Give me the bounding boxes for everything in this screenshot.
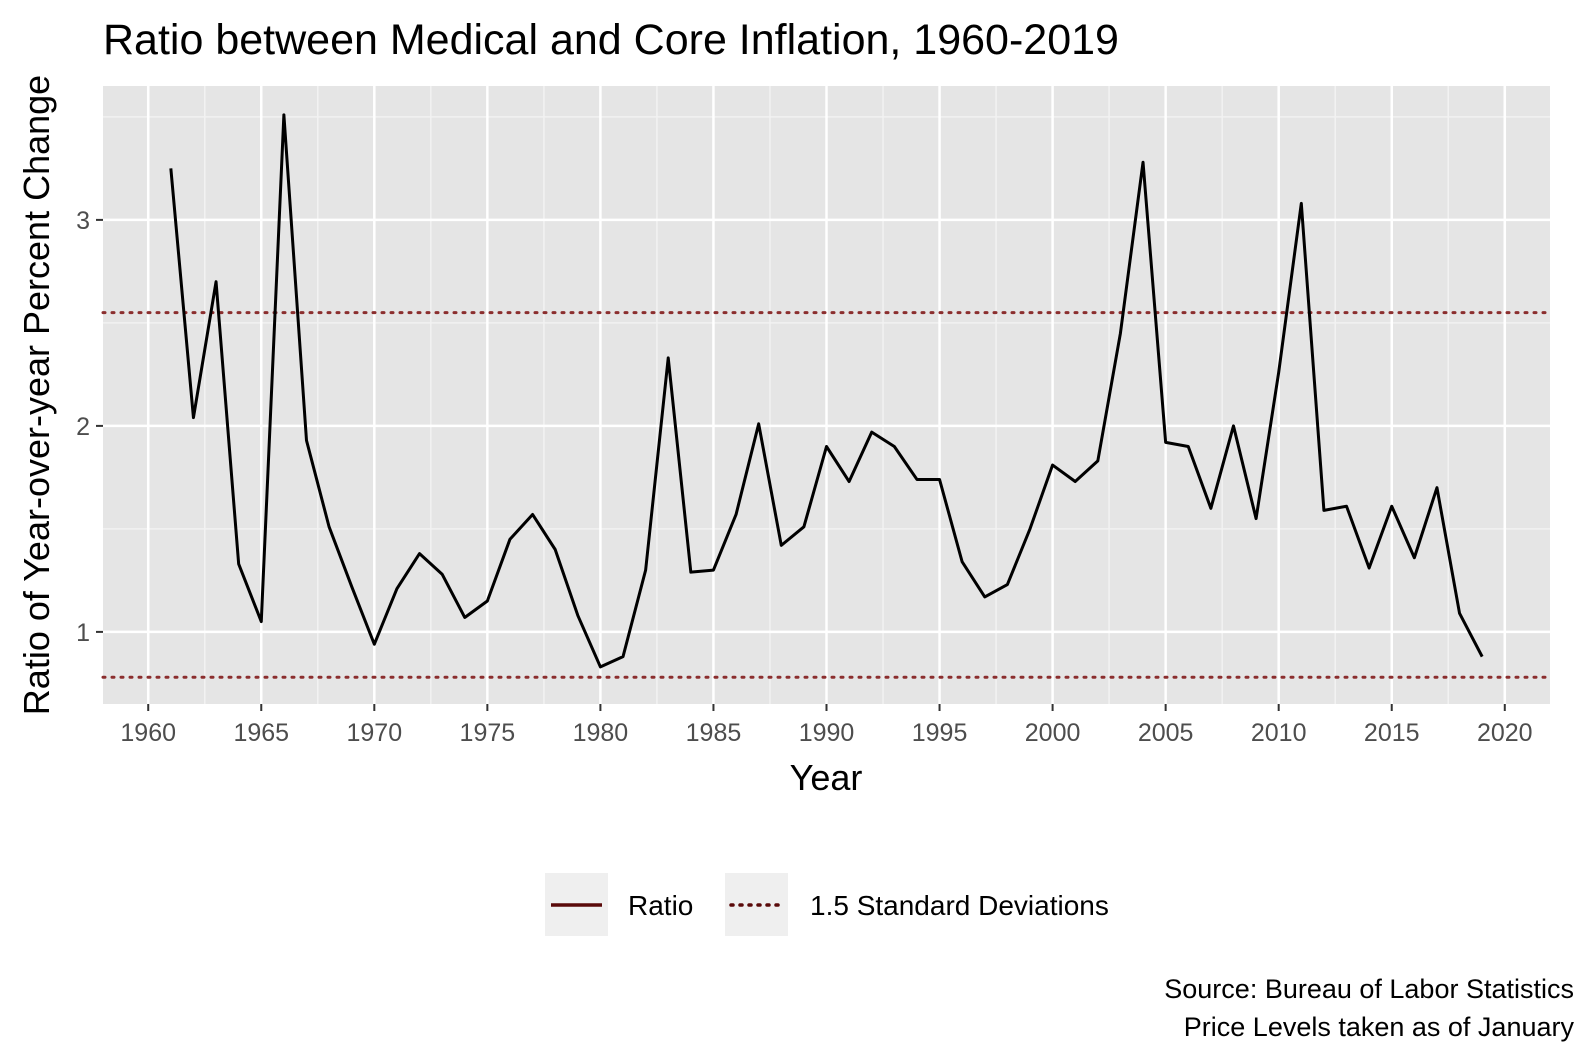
x-tick-label: 2020 bbox=[1477, 719, 1533, 747]
x-axis-ticks: 1960 1965 1970 1975 1980 1985 1990 1995 2000 2005… bbox=[120, 704, 1533, 747]
x-tick-label: 2015 bbox=[1364, 719, 1420, 747]
y-tick-label: 1 bbox=[76, 619, 90, 647]
x-tick-label: 1995 bbox=[912, 719, 968, 747]
x-tick-label: 2000 bbox=[1025, 719, 1081, 747]
legend-label-std: 1.5 Standard Deviations bbox=[810, 890, 1109, 921]
x-tick-label: 1990 bbox=[799, 719, 855, 747]
chart-title: Ratio between Medical and Core Inflation… bbox=[103, 16, 1119, 64]
x-tick-label: 2010 bbox=[1251, 719, 1307, 747]
x-tick-label: 1970 bbox=[347, 719, 403, 747]
x-tick-label: 1965 bbox=[233, 719, 289, 747]
series-ratio-line bbox=[169, 113, 1484, 669]
caption-note: Price Levels taken as of January bbox=[1184, 1012, 1575, 1042]
y-axis-ticks: 1 2 3 bbox=[76, 207, 103, 647]
x-tick-label: 2005 bbox=[1138, 719, 1194, 747]
caption-source: Source: Bureau of Labor Statistics bbox=[1164, 974, 1574, 1004]
legend-label-ratio: Ratio bbox=[628, 890, 693, 921]
x-tick-label: 1980 bbox=[573, 719, 629, 747]
x-tick-label: 1960 bbox=[120, 719, 176, 747]
x-tick-label: 1975 bbox=[460, 719, 516, 747]
y-tick-label: 3 bbox=[76, 207, 90, 235]
x-axis-title: Year bbox=[790, 757, 863, 798]
y-axis-title: Ratio of Year-over-year Percent Change bbox=[16, 75, 57, 715]
x-tick-label: 1985 bbox=[686, 719, 742, 747]
legend: Ratio 1.5 Standard Deviations bbox=[545, 873, 1109, 936]
y-tick-label: 2 bbox=[76, 413, 90, 441]
